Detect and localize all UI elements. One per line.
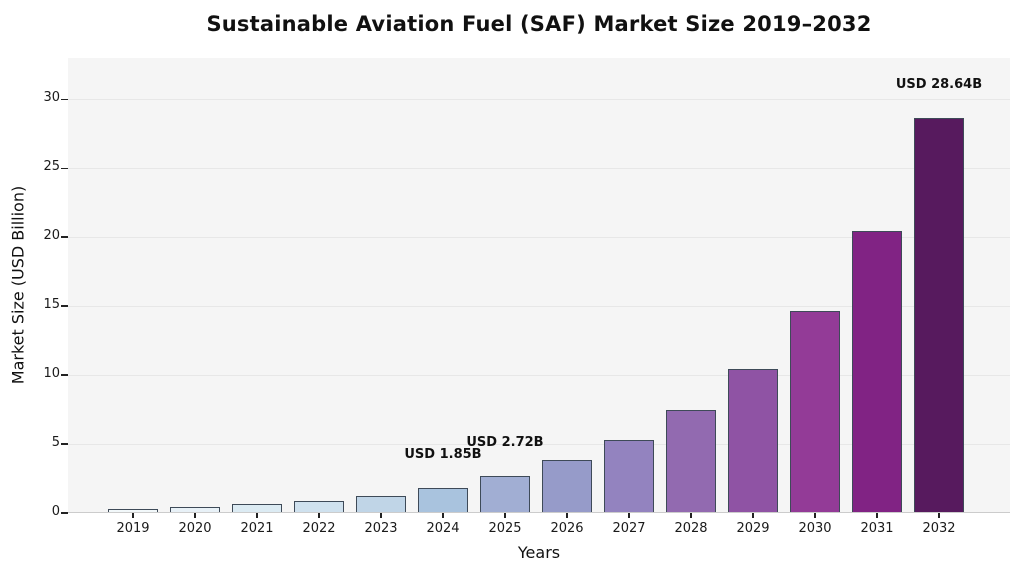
x-tick-label-2027: 2027	[612, 521, 646, 536]
y-axis-tick	[61, 236, 68, 238]
x-tick-label-2031: 2031	[860, 521, 894, 536]
x-tick-label-2030: 2030	[798, 521, 832, 536]
x-axis-tick	[814, 513, 816, 518]
x-tick-label-2022: 2022	[302, 521, 336, 536]
x-tick-label-2020: 2020	[178, 521, 212, 536]
y-tick-label-25: 25	[43, 159, 60, 175]
x-tick-label-2032: 2032	[922, 521, 956, 536]
bar-2028	[666, 410, 716, 513]
y-axis-tick	[61, 443, 68, 445]
y-axis-title-text: Market Size (USD Billion)	[8, 185, 28, 385]
bar-2025	[480, 475, 530, 513]
annotation-2024: USD 1.85B	[404, 446, 482, 462]
x-axis-tick	[752, 513, 754, 518]
x-tick-label-2026: 2026	[550, 521, 584, 536]
annotation-2025: USD 2.72B	[466, 434, 544, 450]
chart-title: Sustainable Aviation Fuel (SAF) Market S…	[206, 12, 872, 36]
bar-2023	[356, 495, 406, 513]
y-axis-tick	[61, 98, 68, 101]
gridline-y-15	[68, 305, 1010, 307]
y-axis-tick	[61, 374, 68, 376]
y-tick-label-15: 15	[43, 297, 60, 313]
gridline-y-5	[68, 443, 1010, 445]
x-tick-label-2019: 2019	[116, 521, 150, 536]
y-axis-tick	[61, 512, 68, 514]
y-tick-label-30: 30	[43, 90, 60, 106]
bar-2024	[418, 487, 468, 513]
bar-2032	[914, 118, 964, 513]
x-axis-tick	[442, 513, 444, 518]
bar-2020	[170, 507, 220, 513]
x-tick-label-2025: 2025	[488, 521, 522, 536]
x-axis-tick	[256, 513, 258, 518]
x-axis-tick	[380, 513, 382, 518]
gridline-y-10	[68, 374, 1010, 376]
x-tick-label-2024: 2024	[426, 521, 460, 536]
bar-2021	[232, 504, 282, 513]
x-axis-title: Years	[517, 543, 561, 562]
x-axis-tick	[938, 513, 940, 518]
bar-2031	[852, 230, 902, 513]
x-tick-label-2023: 2023	[364, 521, 398, 536]
gridline-y-20	[68, 236, 1010, 238]
bar-2019	[108, 509, 158, 513]
x-axis-tick	[504, 513, 506, 518]
x-axis-spine	[68, 512, 1010, 513]
x-axis-tick	[876, 513, 878, 518]
y-axis-tick	[61, 305, 68, 307]
plot-area: USD 1.85B USD 2.72B USD 28.64B	[68, 58, 1010, 513]
bar-2029	[728, 368, 778, 513]
bar-2027	[604, 439, 654, 513]
y-tick-label-20: 20	[43, 228, 60, 244]
x-tick-label-2029: 2029	[736, 521, 770, 536]
x-axis-tick	[318, 513, 320, 518]
bar-2022	[294, 501, 344, 513]
x-tick-label-2021: 2021	[240, 521, 274, 536]
x-axis-tick	[690, 513, 692, 518]
x-axis-tick	[628, 513, 630, 518]
gridline-y-25	[68, 167, 1010, 169]
x-axis-tick	[132, 513, 134, 518]
y-tick-label-5: 5	[51, 435, 60, 451]
y-tick-label-10: 10	[43, 366, 60, 382]
bar-2026	[542, 460, 592, 513]
annotation-2032: USD 28.64B	[895, 77, 983, 93]
x-tick-label-2028: 2028	[674, 521, 708, 536]
x-axis-tick	[566, 513, 568, 518]
x-axis-tick	[194, 513, 196, 518]
y-axis-tick	[61, 167, 68, 170]
y-tick-label-0: 0	[51, 504, 60, 519]
bar-2030	[790, 311, 840, 513]
gridline-y-30	[68, 98, 1010, 100]
